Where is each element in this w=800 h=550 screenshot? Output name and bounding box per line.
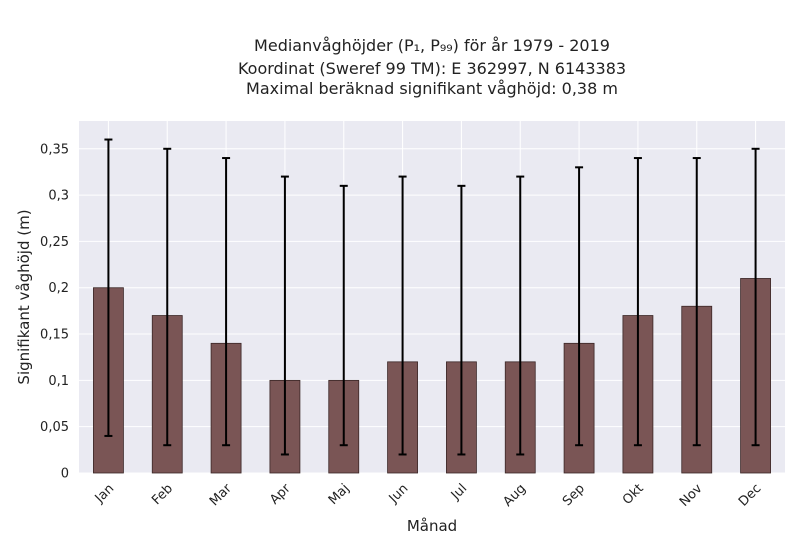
x-axis-ticks: Jan Feb Mar Apr Maj Jun Jul Aug Sep Okt Nov Dec: [92, 481, 765, 510]
x-tick-label: Nov: [677, 481, 706, 510]
x-tick-label: Jul: [448, 481, 470, 503]
chart-title: Medianvåghöjder (P₁, P₉₉) för år 1979 - …: [238, 36, 626, 98]
error-bars-group: [104, 138, 760, 456]
x-tick-label: Jan: [92, 481, 117, 506]
title-line-3: Maximal beräknad signifikant våghöjd: 0,…: [246, 79, 618, 98]
error-bar-mar: [222, 157, 231, 447]
y-tick-label: 0,1: [48, 374, 69, 389]
x-tick-label: Jun: [386, 481, 412, 507]
y-axis-ticks: 0 0,05 0,1 0,15 0,2 0,25 0,3 0,35: [40, 142, 69, 481]
y-tick-label: 0,35: [40, 142, 69, 157]
error-bar-okt: [633, 157, 642, 447]
error-bar-jul: [457, 184, 466, 456]
error-bar-jan: [104, 138, 113, 437]
x-tick-label: Apr: [267, 481, 294, 508]
x-tick-label: Feb: [149, 481, 176, 508]
y-tick-label: 0,15: [40, 328, 69, 343]
x-tick-label: Maj: [326, 481, 353, 508]
error-bar-feb: [163, 147, 172, 447]
y-axis-label: Signifikant våghöjd (m): [15, 209, 33, 384]
y-tick-label: 0: [61, 467, 69, 482]
error-bar-sep: [575, 166, 584, 447]
error-bar-aug: [516, 175, 525, 456]
title-line-1: Medianvåghöjder (P₁, P₉₉) för år 1979 - …: [254, 36, 610, 55]
title-line-2: Koordinat (Sweref 99 TM): E 362997, N 61…: [238, 59, 626, 78]
error-bar-jun: [398, 175, 407, 456]
x-tick-label: Okt: [620, 481, 647, 508]
x-axis-label: Månad: [407, 517, 457, 535]
y-tick-label: 0,3: [48, 189, 69, 204]
x-tick-label: Aug: [501, 481, 530, 510]
error-bar-nov: [692, 157, 701, 447]
error-bar-dec: [751, 147, 760, 447]
error-bar-apr: [280, 175, 289, 456]
x-tick-label: Mar: [207, 481, 235, 509]
error-bar-maj: [339, 184, 348, 447]
y-tick-label: 0,05: [40, 420, 69, 435]
y-tick-label: 0,2: [48, 281, 69, 296]
y-tick-label: 0,25: [40, 235, 69, 250]
plot-area: [79, 121, 785, 473]
x-tick-label: Dec: [736, 481, 764, 509]
x-tick-label: Sep: [560, 481, 588, 509]
